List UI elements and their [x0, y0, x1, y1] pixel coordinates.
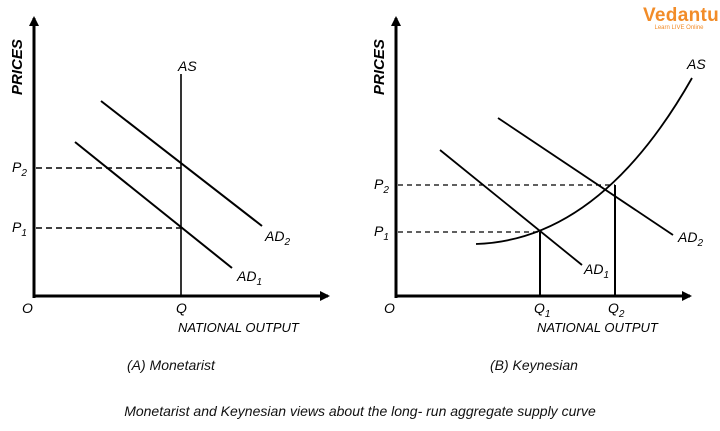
origin-label-a: O: [22, 300, 33, 316]
ad1-curve-a: [74, 141, 233, 269]
p2-label-a: P2: [12, 159, 27, 179]
ad2-curve-b: [497, 117, 674, 236]
y-axis-label-a: PRICES: [9, 39, 26, 95]
logo-tagline: Learn LIVE Online: [654, 25, 704, 31]
ad2-curve-a: [100, 100, 263, 227]
q1-label-b: Q1: [534, 300, 550, 320]
ad2-label-a: AD2: [264, 228, 290, 248]
ad1-label-b: AD1: [583, 261, 609, 281]
panel-a-caption: (A) Monetarist: [127, 357, 215, 373]
panel-monetarist: PRICES NATIONAL OUTPUT O AS AD2 AD1 P2 P…: [9, 16, 330, 335]
panel-keynesian: PRICES NATIONAL OUTPUT O AS AD2 AD1 P2 P…: [371, 16, 706, 335]
q-label-a: Q: [176, 300, 187, 316]
vedantu-logo: Vedantu Learn LIVE Online: [643, 5, 720, 31]
figure-caption: Monetarist and Keynesian views about the…: [124, 403, 596, 419]
panel-b-caption: (B) Keynesian: [490, 357, 578, 373]
logo-wordmark: Vedantu: [643, 5, 720, 26]
origin-label-b: O: [384, 300, 395, 316]
ad1-label-a: AD1: [236, 268, 262, 288]
ad2-label-b: AD2: [677, 229, 703, 249]
q2-label-b: Q2: [608, 300, 625, 320]
p2-label-b: P2: [374, 176, 389, 196]
as-label-b: AS: [686, 56, 706, 72]
as-label-a: AS: [177, 58, 197, 74]
p1-label-b: P1: [374, 223, 389, 243]
ad1-curve-b: [439, 149, 583, 266]
x-axis-label-a: NATIONAL OUTPUT: [178, 320, 300, 335]
y-axis-label-b: PRICES: [371, 39, 388, 95]
x-axis-label-b: NATIONAL OUTPUT: [537, 320, 659, 335]
p1-label-a: P1: [12, 219, 27, 239]
as-curve-b: [475, 77, 693, 245]
